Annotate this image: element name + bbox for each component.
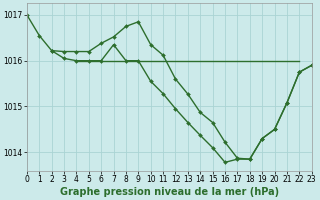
- X-axis label: Graphe pression niveau de la mer (hPa): Graphe pression niveau de la mer (hPa): [60, 187, 279, 197]
